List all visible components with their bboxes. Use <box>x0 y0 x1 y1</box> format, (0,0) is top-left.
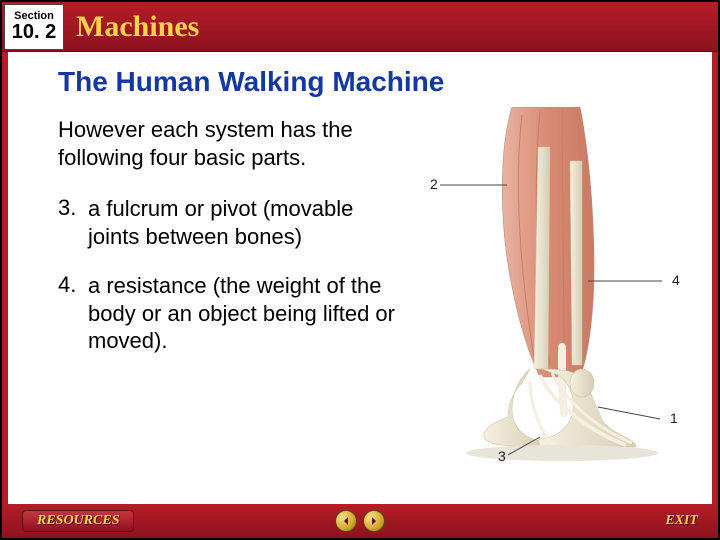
content-area: The Human Walking Machine However each s… <box>8 52 712 504</box>
slide-container: Section 10. 2 Machines The Human Walking… <box>0 0 720 540</box>
item-number: 4. <box>58 272 88 355</box>
list-item: 3. a fulcrum or pivot (movable joints be… <box>58 195 402 250</box>
intro-text: However each system has the following fo… <box>58 116 402 171</box>
list-item: 4. a resistance (the weight of the body … <box>58 272 402 355</box>
resources-button[interactable]: RESOURCES <box>22 510 134 532</box>
ankle-illustration: 2 4 1 3 <box>412 107 692 467</box>
slide-title: The Human Walking Machine <box>58 66 712 98</box>
prev-button[interactable] <box>335 510 357 532</box>
callout-number: 4 <box>672 272 680 288</box>
exit-button[interactable]: EXIT <box>665 513 698 529</box>
slide-header: Section 10. 2 Machines <box>2 2 718 52</box>
section-number: 10. 2 <box>12 22 56 42</box>
callout-number: 2 <box>430 176 438 192</box>
resources-label: RESOURCES <box>37 513 119 529</box>
points-list: 3. a fulcrum or pivot (movable joints be… <box>58 195 402 355</box>
exit-label: EXIT <box>665 513 698 528</box>
callout-number: 1 <box>670 410 678 426</box>
anatomy-diagram: 2 4 1 3 <box>412 107 692 467</box>
callout-number: 3 <box>498 448 506 464</box>
section-box: Section 10. 2 <box>4 4 64 50</box>
item-text: a fulcrum or pivot (movable joints betwe… <box>88 195 402 250</box>
next-button[interactable] <box>363 510 385 532</box>
item-text: a resistance (the weight of the body or … <box>88 272 402 355</box>
chevron-right-icon <box>369 516 379 526</box>
item-number: 3. <box>58 195 88 250</box>
chapter-title: Machines <box>76 10 199 44</box>
chevron-left-icon <box>341 516 351 526</box>
nav-controls <box>335 510 385 532</box>
slide-footer: RESOURCES EXIT <box>2 504 718 538</box>
border-right <box>712 52 718 504</box>
